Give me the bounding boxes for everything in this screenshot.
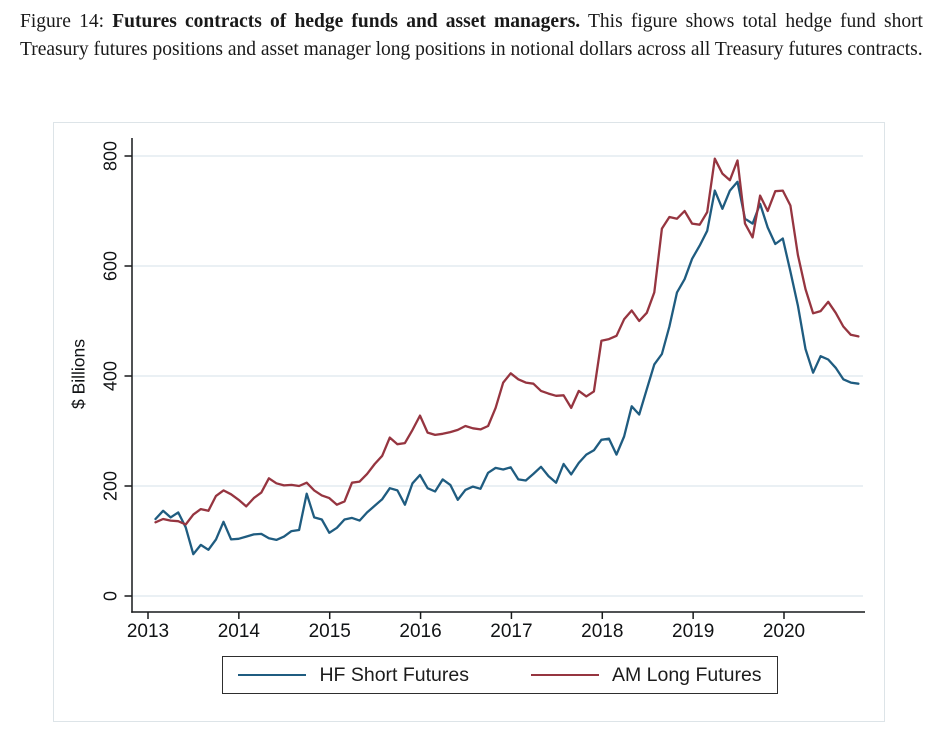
y-tick-label: 200 xyxy=(100,470,121,502)
x-tick-label: 2019 xyxy=(672,621,715,642)
figure-caption-title: Futures contracts of hedge funds and ass… xyxy=(112,11,581,32)
figure-caption-text: This figure shows total hedge fund short… xyxy=(20,11,923,60)
x-tick-label: 2020 xyxy=(762,621,806,642)
legend-item-am-long: AM Long Futures xyxy=(530,663,762,687)
x-tick-label: 2017 xyxy=(490,621,533,642)
y-axis-title: $ Billions xyxy=(68,338,89,410)
legend-label-hf-short: HF Short Futures xyxy=(319,663,469,686)
y-tick-label: 800 xyxy=(100,140,121,172)
y-tick-label: 600 xyxy=(100,250,121,282)
chart-legend: HF Short Futures AM Long Futures xyxy=(222,656,778,694)
hf-short-line-swatch xyxy=(238,673,307,677)
figure-caption-number: Figure 14: xyxy=(20,11,113,32)
legend-item-hf-short: HF Short Futures xyxy=(238,664,469,687)
x-tick-label: 2013 xyxy=(126,621,170,642)
series-line-am-long xyxy=(154,157,860,526)
figure-caption: Figure 14: Futures contracts of hedge fu… xyxy=(20,8,923,64)
legend-label-am-long: AM Long Futures xyxy=(611,663,762,686)
am-long-line-swatch xyxy=(530,673,599,677)
y-tick-label: 0 xyxy=(100,590,121,602)
figure-box xyxy=(53,122,885,722)
x-tick-label: 2018 xyxy=(581,621,624,642)
y-tick-label: 400 xyxy=(100,360,121,392)
x-tick-label: 2014 xyxy=(217,621,260,642)
x-tick-label: 2016 xyxy=(399,621,442,642)
x-tick-label: 2015 xyxy=(308,621,351,642)
